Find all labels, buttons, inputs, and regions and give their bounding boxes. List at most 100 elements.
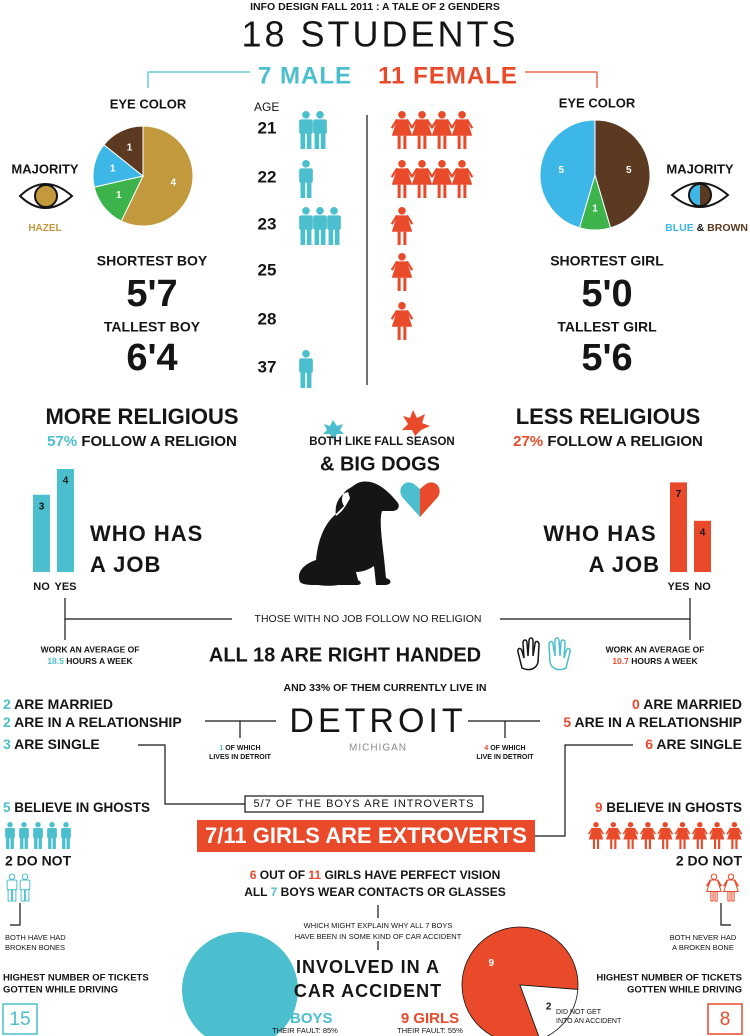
label: SHORTEST GIRL [550, 253, 664, 269]
label: INVOLVED IN A [296, 957, 440, 977]
person-leg [306, 133, 312, 149]
person-leg [300, 229, 306, 245]
heart-right [420, 482, 440, 517]
person-body [33, 827, 43, 839]
relationship: 2 ARE IN A RELATIONSHIP [3, 714, 182, 730]
label: HIGHEST NUMBER OF TICKETS [3, 973, 149, 984]
person-head [398, 111, 406, 119]
label: BOTH LIKE FALL SEASON [309, 436, 454, 448]
label: 18.5 HOURS A WEEK [47, 656, 133, 666]
person-leg [6, 837, 10, 849]
bar-label: NO [33, 581, 50, 593]
text-part: 5 [3, 800, 11, 815]
age: 22 [258, 167, 277, 186]
job-bar [694, 520, 711, 572]
text-part: FOLLOW A RELIGION [543, 433, 703, 450]
female-eye-slice [594, 119, 651, 229]
text-part: 10.7 [612, 656, 629, 666]
person-body [623, 827, 638, 840]
person-leg [644, 839, 647, 849]
label: 7 MALE [258, 62, 352, 89]
extrovert-box [197, 820, 535, 852]
person-head [662, 822, 668, 828]
person-body [692, 827, 708, 840]
single-line-right [535, 744, 633, 837]
person-arms [726, 827, 743, 835]
label: GOTTEN WHILE DRIVING [627, 985, 742, 996]
ticket-box [707, 1003, 743, 1035]
bones-line-left [10, 903, 21, 926]
label: ALL 7 BOYS WEAR CONTACTS OR GLASSES [244, 885, 506, 899]
person-leg [34, 837, 38, 849]
person-leg [25, 889, 30, 902]
text-part: 27% [513, 433, 543, 450]
person-leg [52, 837, 56, 849]
person-leg [403, 326, 407, 340]
person-leg [48, 837, 52, 849]
label: 11 FEMALE [378, 62, 518, 89]
job-bar [33, 494, 50, 572]
person-arms [605, 827, 622, 835]
label: WHO HAS [543, 521, 656, 546]
label: 1 OF WHICH [219, 745, 260, 752]
male-ghost-icons [5, 822, 71, 849]
bar-value: 4 [63, 476, 69, 487]
male-eye-label: 1 [110, 164, 116, 175]
person-arms [450, 118, 474, 129]
person-leg [718, 839, 721, 849]
person-body [411, 168, 433, 185]
person-leg [306, 229, 312, 245]
label: 57% FOLLOW A RELIGION [47, 433, 237, 450]
person-leg [679, 839, 682, 849]
person-leg [727, 891, 731, 902]
person-body [727, 827, 742, 840]
leaf-cyan [323, 420, 344, 440]
person-body [411, 119, 433, 136]
label: WHICH MIGHT EXPLAIN WHY ALL 7 BOYS [304, 921, 453, 930]
person-head [679, 822, 686, 828]
text-part: 0 [632, 696, 640, 712]
person-head [398, 160, 406, 168]
person-body [391, 168, 413, 185]
relationship: 2 ARE MARRIED [3, 696, 113, 712]
female-ghost-icons [588, 822, 743, 849]
female-non-believer-icons [706, 873, 739, 902]
person-leg [700, 839, 703, 849]
label: EYE COLOR [110, 96, 187, 111]
person-leg [320, 133, 326, 149]
label: AGE [254, 100, 279, 114]
text-part: 57% [47, 433, 77, 450]
label: THEIR FAULT: 85% [272, 1026, 338, 1035]
person-leg [417, 135, 421, 149]
person-body [327, 215, 341, 230]
person-head [398, 207, 406, 215]
person-leg [314, 133, 320, 149]
label: 27% FOLLOW A RELIGION [513, 433, 703, 450]
person-leg [417, 184, 421, 198]
relationship: 5 ARE IN A RELATIONSHIP [563, 714, 742, 730]
label: HAVE BEEN IN SOME KIND OF CAR ACCIDENT [295, 932, 462, 941]
age: 37 [258, 357, 277, 376]
person-leg [683, 839, 686, 849]
person-leg [7, 889, 12, 902]
person-leg [437, 135, 441, 149]
person-head [458, 160, 466, 168]
person-body [723, 879, 739, 893]
label: MICHIGAN [349, 743, 407, 754]
female-age-icons [390, 252, 414, 291]
person-leg [320, 229, 326, 245]
label: BROKEN BONES [5, 943, 65, 952]
person-head [7, 822, 13, 828]
label: 6 OUT OF 11 GIRLS HAVE PERFECT VISION [250, 868, 501, 882]
text-part: HAZEL [28, 223, 61, 234]
person-head [302, 111, 310, 119]
text-part: 6 [645, 736, 653, 752]
person-leg [403, 135, 407, 149]
height-value: 5'6 [581, 337, 632, 379]
label: HAZEL [28, 223, 61, 234]
person-leg [403, 184, 407, 198]
text-part: GIRLS HAVE PERFECT VISION [321, 868, 500, 882]
female-eye-slice [539, 119, 596, 229]
person-body [431, 168, 453, 185]
text-part: OF WHICH [223, 745, 260, 752]
